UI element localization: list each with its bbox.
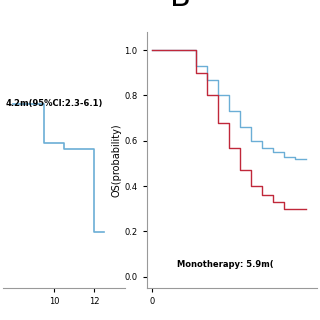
Text: Monotherapy: 5.9m(: Monotherapy: 5.9m( bbox=[177, 260, 274, 269]
Text: 4.2m(95%CI:2.3-6.1): 4.2m(95%CI:2.3-6.1) bbox=[6, 99, 103, 108]
Text: B: B bbox=[170, 0, 191, 12]
Y-axis label: OS(probability): OS(probability) bbox=[112, 123, 122, 197]
